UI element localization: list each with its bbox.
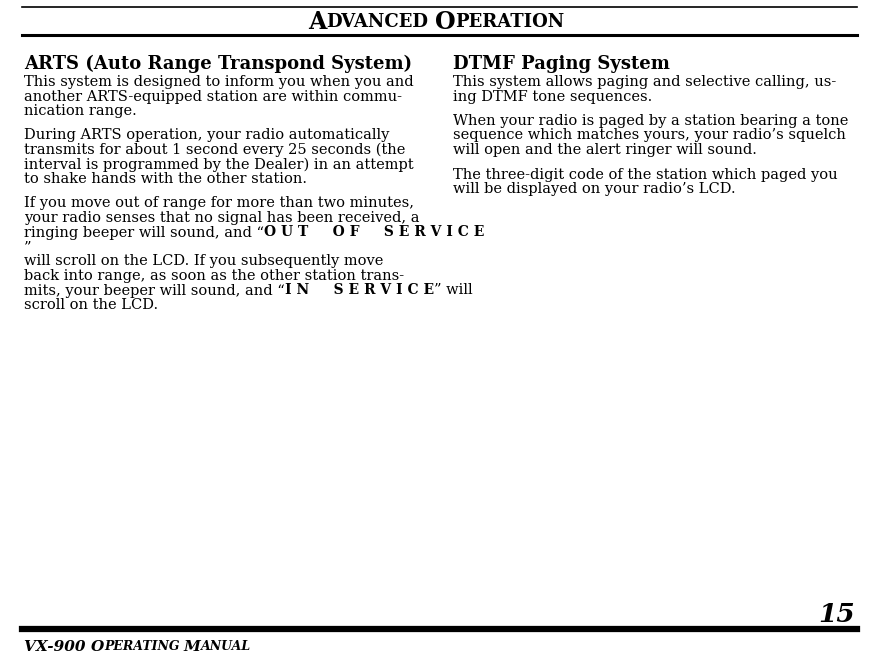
Text: back into range, as soon as the other station trans-: back into range, as soon as the other st… <box>24 269 404 283</box>
Text: M: M <box>184 640 200 654</box>
Text: O U T     O F     S E R V I C E: O U T O F S E R V I C E <box>263 225 484 239</box>
Text: 15: 15 <box>817 602 854 627</box>
Text: If you move out of range for more than two minutes,: If you move out of range for more than t… <box>24 196 414 210</box>
Text: nication range.: nication range. <box>24 104 137 118</box>
Text: scroll on the LCD.: scroll on the LCD. <box>24 298 158 312</box>
Text: I N     S E R V I C E: I N S E R V I C E <box>284 284 434 298</box>
Text: DTMF Paging System: DTMF Paging System <box>452 55 669 73</box>
Text: another ARTS-equipped station are within commu-: another ARTS-equipped station are within… <box>24 90 401 103</box>
Text: your radio senses that no signal has been received, a: your radio senses that no signal has bee… <box>24 211 419 225</box>
Text: This system is designed to inform you when you and: This system is designed to inform you wh… <box>24 75 414 89</box>
Text: to shake hands with the other station.: to shake hands with the other station. <box>24 172 306 186</box>
Text: O: O <box>435 10 455 34</box>
Text: PERATION: PERATION <box>455 13 564 31</box>
Text: PERATING: PERATING <box>104 640 184 653</box>
Text: During ARTS operation, your radio automatically: During ARTS operation, your radio automa… <box>24 129 389 143</box>
Text: DVANCED: DVANCED <box>326 13 428 31</box>
Text: This system allows paging and selective calling, us-: This system allows paging and selective … <box>452 75 835 89</box>
Text: ”: ” <box>24 240 32 254</box>
Text: will be displayed on your radio’s LCD.: will be displayed on your radio’s LCD. <box>452 182 735 196</box>
Text: A: A <box>308 10 326 34</box>
Text: will open and the alert ringer will sound.: will open and the alert ringer will soun… <box>452 143 756 157</box>
Text: sequence which matches yours, your radio’s squelch: sequence which matches yours, your radio… <box>452 129 845 143</box>
Text: The three-digit code of the station which paged you: The three-digit code of the station whic… <box>452 168 837 182</box>
Text: interval is programmed by the Dealer) in an attempt: interval is programmed by the Dealer) in… <box>24 158 414 172</box>
Text: will scroll on the LCD. If you subsequently move: will scroll on the LCD. If you subsequen… <box>24 255 383 269</box>
Text: O: O <box>90 640 104 654</box>
Text: transmits for about 1 second every 25 seconds (the: transmits for about 1 second every 25 se… <box>24 143 405 157</box>
Text: mits, your beeper will sound, and “: mits, your beeper will sound, and “ <box>24 284 284 298</box>
Text: ing DTMF tone sequences.: ing DTMF tone sequences. <box>452 90 651 103</box>
Text: ” will: ” will <box>434 284 472 298</box>
Text: When your radio is paged by a station bearing a tone: When your radio is paged by a station be… <box>452 114 847 128</box>
Text: VX-900: VX-900 <box>24 640 90 654</box>
Text: ANUAL: ANUAL <box>200 640 250 653</box>
Text: ringing beeper will sound, and “: ringing beeper will sound, and “ <box>24 225 263 239</box>
Text: ARTS (Auto Range Transpond System): ARTS (Auto Range Transpond System) <box>24 55 412 73</box>
